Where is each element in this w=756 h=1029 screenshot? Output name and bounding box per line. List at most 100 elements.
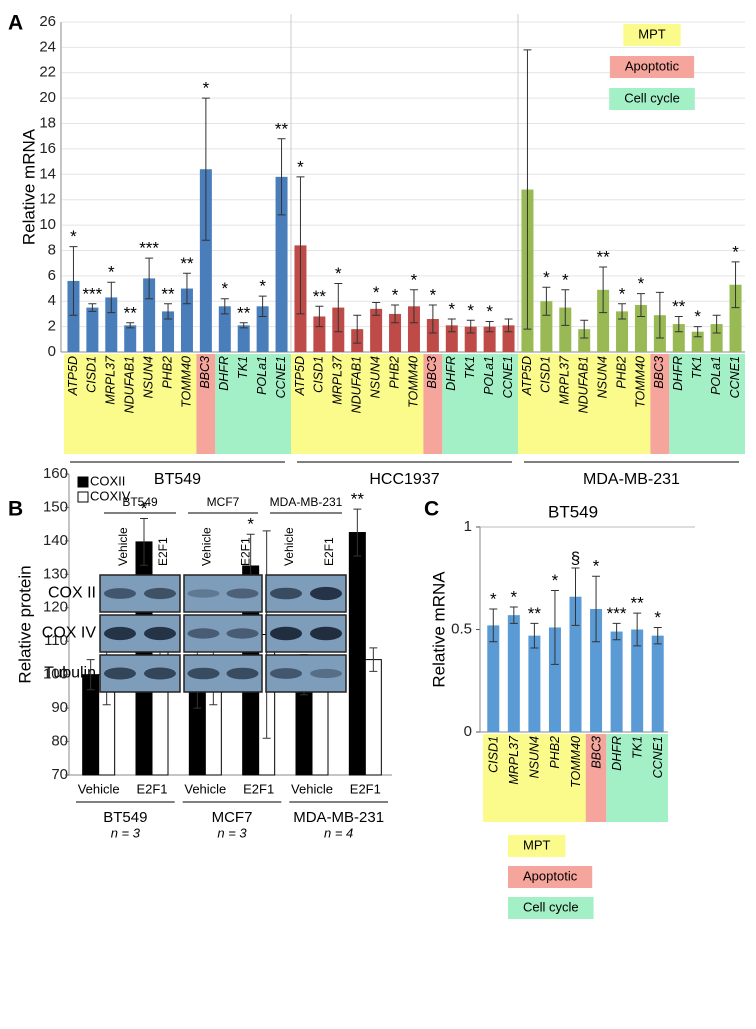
x-tick-label: POLa1 — [482, 356, 496, 395]
x-tick-label: DHFR — [217, 356, 231, 391]
significance: *** — [139, 239, 159, 258]
blot-band — [310, 668, 342, 679]
error-bar — [182, 272, 191, 305]
legend-label: MPT — [638, 26, 666, 41]
x-tick-label: CCNE1 — [274, 356, 288, 398]
significance: * — [638, 274, 645, 293]
x-tick-label: MRPL37 — [331, 355, 345, 405]
category-highlight — [518, 354, 651, 454]
error-bar — [561, 289, 570, 326]
error-bar — [612, 622, 621, 641]
group-label: MDA-MB-231 — [583, 471, 680, 488]
y-tick-label: 22 — [39, 64, 56, 81]
y-tick-label: 16 — [39, 140, 56, 157]
blot-band — [270, 587, 302, 600]
error-bar — [164, 303, 173, 320]
x-tick-label: DHFR — [610, 736, 624, 771]
x-tick-label: ATP5D — [66, 356, 80, 396]
x-tick-label: TOMM40 — [179, 356, 193, 408]
x-tick-label: CISD1 — [312, 356, 326, 393]
error-bar — [220, 298, 229, 315]
x-tick-label: TOMM40 — [406, 356, 420, 408]
category-highlight — [196, 354, 216, 454]
y-tick-label: 0.5 — [451, 620, 472, 637]
significance: ** — [180, 254, 194, 273]
error-bar — [145, 257, 154, 300]
bar — [389, 313, 402, 352]
significance: * — [654, 608, 661, 627]
significance: * — [448, 299, 455, 318]
x-tick-label: TOMM40 — [633, 356, 647, 408]
bar — [256, 306, 269, 352]
error-bar — [571, 567, 580, 626]
category-highlight — [442, 354, 518, 454]
significance: ** — [528, 604, 542, 623]
significance: *** — [82, 284, 102, 303]
error-bar — [107, 281, 116, 314]
error-bar — [315, 305, 324, 328]
x-tick-label: POLa1 — [255, 356, 269, 395]
group-label: HCC1937 — [369, 471, 439, 488]
lane-label: E2F1 — [322, 537, 336, 566]
y-axis-label: Relative mRNA — [429, 571, 448, 688]
y-tick-label: 110 — [44, 632, 68, 649]
x-tick-label: TK1 — [236, 356, 250, 379]
bar — [710, 324, 723, 352]
significance: ** — [631, 594, 645, 613]
significance: * — [694, 307, 701, 326]
x-tick-label: DHFR — [444, 356, 458, 391]
legend-label: Cell cycle — [523, 899, 579, 914]
significance: * — [619, 284, 626, 303]
category-highlight — [215, 354, 291, 454]
row-label: Tubulin — [44, 665, 96, 682]
lane-label: Vehicle — [200, 527, 214, 566]
y-tick-label: 120 — [43, 599, 68, 616]
x-tick-label: NSUN4 — [368, 356, 382, 398]
significance: ** — [237, 303, 251, 322]
legend-box — [609, 56, 695, 78]
significance: * — [373, 283, 380, 302]
significance: ** — [161, 284, 175, 303]
legend-label: COXIV — [90, 488, 131, 503]
blot-band — [104, 667, 136, 680]
significance: * — [486, 302, 493, 321]
significance: * — [221, 279, 228, 298]
x-tick-label: PHB2 — [548, 736, 562, 769]
significance: * — [392, 286, 399, 305]
y-tick-label: 160 — [43, 465, 68, 482]
x-tick-label: E2F1 — [136, 781, 167, 796]
significance: * — [543, 268, 550, 287]
legend-box — [609, 88, 695, 110]
category-highlight — [423, 354, 443, 454]
legend-box — [508, 866, 593, 888]
y-tick-label: 2 — [48, 318, 56, 335]
x-tick-label: TK1 — [630, 736, 644, 759]
significance: ** — [597, 247, 611, 266]
bar — [528, 635, 541, 732]
error-bar — [126, 322, 135, 329]
cell-line-label: BT549 — [122, 495, 158, 509]
error-bar — [428, 304, 437, 334]
group-label: BT549 — [103, 809, 147, 826]
blot-band — [144, 587, 176, 600]
significance: ** — [351, 490, 365, 509]
legend-label: Apoptotic — [625, 58, 680, 73]
y-tick-label: 100 — [43, 666, 68, 683]
bar — [540, 301, 553, 352]
significance: * — [593, 557, 600, 576]
error-bar — [296, 176, 305, 315]
error-bar — [391, 304, 400, 324]
significance: * — [430, 286, 437, 305]
y-tick-label: 130 — [43, 565, 68, 582]
x-tick-label: NDUFAB1 — [577, 356, 591, 413]
legend-box — [623, 24, 681, 46]
significance: * — [562, 270, 569, 289]
group-label: BT549 — [154, 471, 201, 488]
bar — [105, 297, 118, 352]
bar — [313, 316, 326, 352]
x-tick-label: BBC3 — [589, 736, 603, 769]
bar — [616, 311, 629, 352]
lane-label: Vehicle — [282, 527, 296, 566]
group-note: n = 3 — [217, 825, 247, 840]
